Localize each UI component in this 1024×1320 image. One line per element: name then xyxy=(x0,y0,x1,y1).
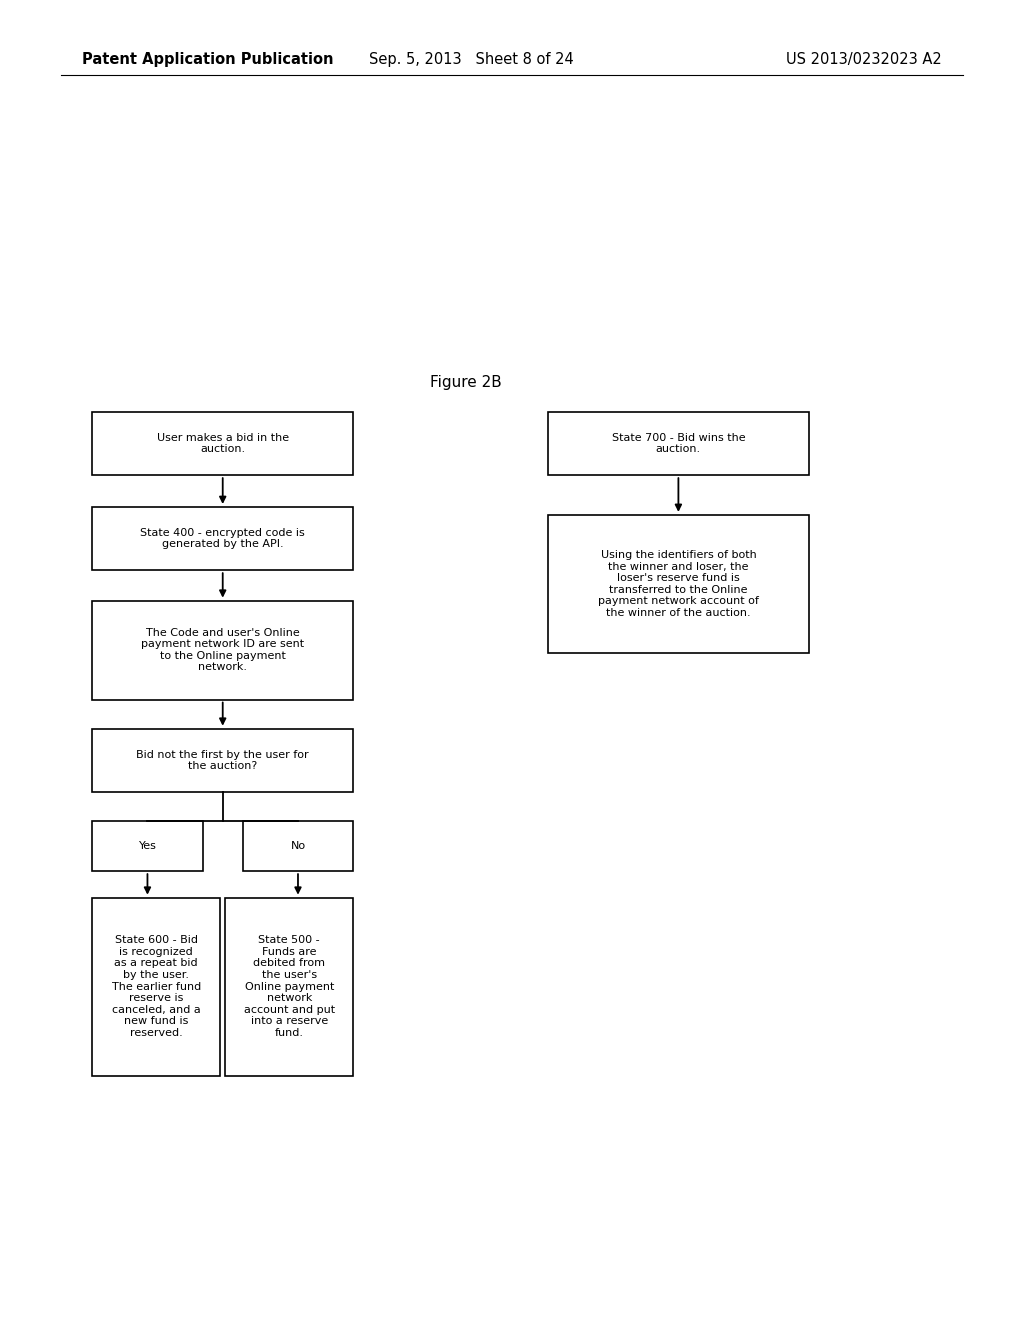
Text: Figure 2B: Figure 2B xyxy=(430,375,502,391)
FancyBboxPatch shape xyxy=(92,821,203,871)
Text: State 700 - Bid wins the
auction.: State 700 - Bid wins the auction. xyxy=(611,433,745,454)
Text: No: No xyxy=(291,841,305,851)
FancyBboxPatch shape xyxy=(92,729,353,792)
Text: State 600 - Bid
is recognized
as a repeat bid
by the user.
The earlier fund
rese: State 600 - Bid is recognized as a repea… xyxy=(112,936,201,1038)
FancyBboxPatch shape xyxy=(92,898,220,1076)
Text: Using the identifiers of both
the winner and loser, the
loser's reserve fund is
: Using the identifiers of both the winner… xyxy=(598,550,759,618)
Text: User makes a bid in the
auction.: User makes a bid in the auction. xyxy=(157,433,289,454)
FancyBboxPatch shape xyxy=(92,601,353,700)
Text: State 400 - encrypted code is
generated by the API.: State 400 - encrypted code is generated … xyxy=(140,528,305,549)
Text: Sep. 5, 2013   Sheet 8 of 24: Sep. 5, 2013 Sheet 8 of 24 xyxy=(369,51,573,67)
Text: US 2013/0232023 A2: US 2013/0232023 A2 xyxy=(786,51,942,67)
Text: The Code and user's Online
payment network ID are sent
to the Online payment
net: The Code and user's Online payment netwo… xyxy=(141,628,304,672)
Text: Bid not the first by the user for
the auction?: Bid not the first by the user for the au… xyxy=(136,750,309,771)
Text: Patent Application Publication: Patent Application Publication xyxy=(82,51,334,67)
FancyBboxPatch shape xyxy=(92,412,353,475)
FancyBboxPatch shape xyxy=(548,412,809,475)
Text: Yes: Yes xyxy=(138,841,157,851)
FancyBboxPatch shape xyxy=(548,515,809,653)
FancyBboxPatch shape xyxy=(243,821,353,871)
FancyBboxPatch shape xyxy=(225,898,353,1076)
Text: State 500 -
Funds are
debited from
the user's
Online payment
network
account and: State 500 - Funds are debited from the u… xyxy=(244,936,335,1038)
FancyBboxPatch shape xyxy=(92,507,353,570)
